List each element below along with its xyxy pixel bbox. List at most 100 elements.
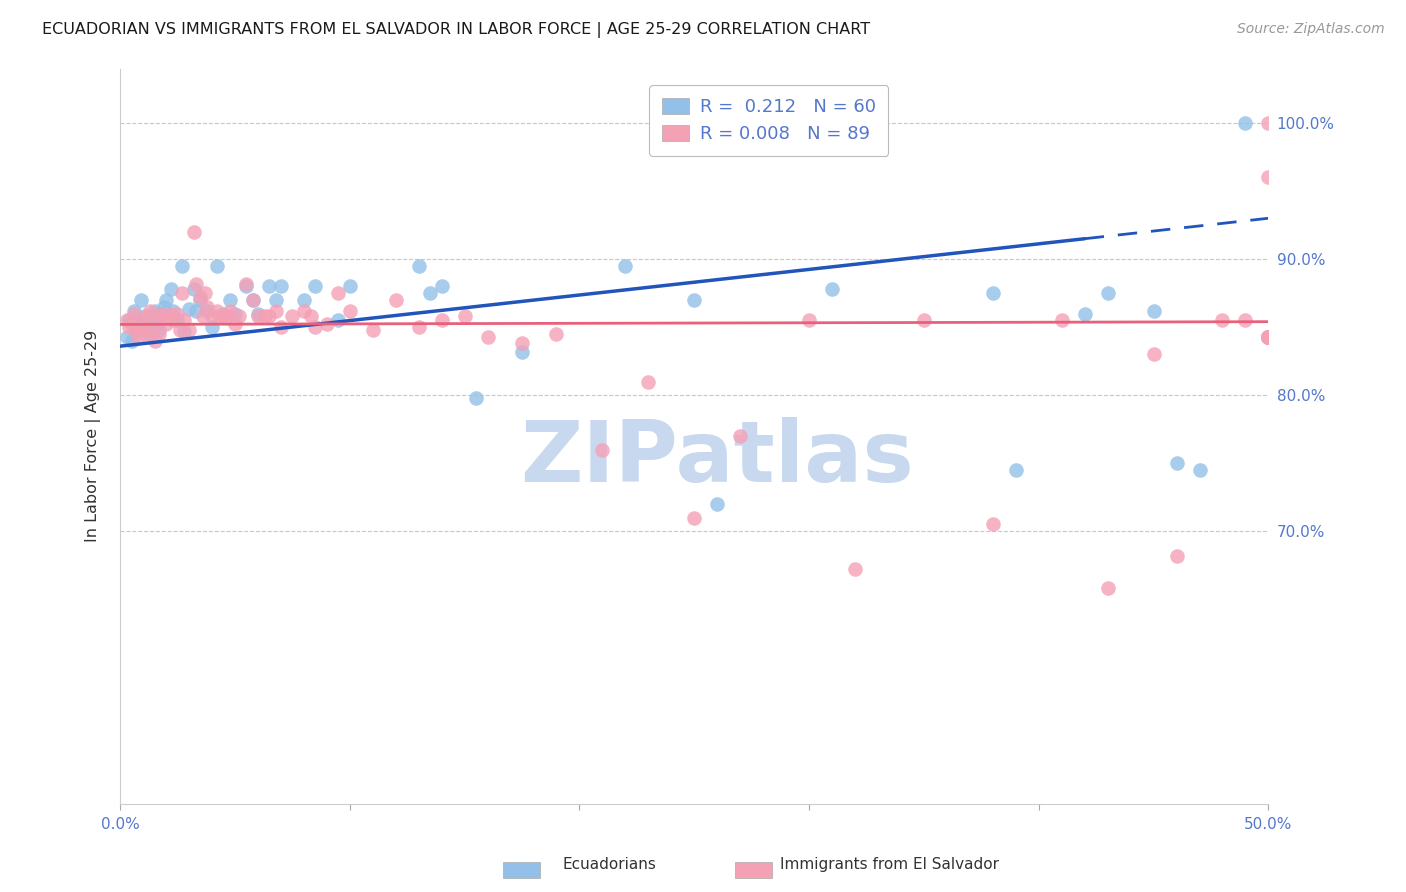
Point (1257, 329, 1279, 343)
Point (184, 277, 207, 291)
Point (1257, 329, 1279, 343)
Point (127, 323, 149, 337)
Point (1257, 329, 1279, 343)
Point (546, 326, 568, 341)
Point (148, 323, 170, 337)
Point (129, 313, 152, 327)
Point (150, 306, 173, 320)
Point (212, 310, 235, 324)
Point (912, 313, 935, 327)
Point (121, 318, 143, 332)
Point (152, 300, 174, 314)
Point (292, 303, 315, 318)
Point (242, 293, 264, 307)
Point (1097, 582, 1119, 596)
Point (304, 279, 326, 293)
Point (166, 313, 188, 327)
Point (132, 320, 155, 334)
Point (127, 329, 149, 343)
Point (169, 323, 191, 337)
Point (1050, 313, 1073, 327)
Point (315, 318, 337, 332)
Point (1166, 549, 1188, 563)
Point (195, 303, 218, 318)
Point (219, 303, 242, 318)
Point (134, 310, 156, 324)
Point (121, 334, 143, 348)
Point (246, 306, 269, 320)
Point (115, 329, 138, 343)
Point (384, 293, 406, 307)
Point (136, 310, 159, 324)
Point (1257, 329, 1279, 343)
Point (1257, 329, 1279, 343)
Point (194, 286, 217, 301)
Point (1188, 463, 1211, 477)
Point (183, 225, 205, 239)
Point (208, 310, 231, 324)
Point (253, 310, 276, 324)
Point (122, 306, 145, 320)
Point (177, 302, 200, 317)
Point (844, 562, 866, 576)
Point (155, 318, 177, 332)
Point (132, 318, 155, 332)
Point (122, 303, 145, 318)
Point (159, 306, 181, 320)
Point (219, 293, 242, 307)
Point (136, 313, 159, 327)
Point (212, 306, 235, 320)
Point (1257, 329, 1279, 343)
Point (155, 293, 177, 307)
Point (201, 310, 224, 324)
Point (166, 306, 188, 320)
Point (361, 323, 384, 337)
Point (205, 259, 228, 273)
Point (430, 279, 453, 293)
Point (141, 323, 163, 337)
Point (184, 303, 207, 318)
Point (1004, 463, 1026, 477)
Point (1234, 313, 1257, 327)
Point (125, 323, 148, 337)
Point (173, 324, 195, 338)
Point (183, 282, 205, 296)
Point (728, 429, 751, 443)
Point (195, 300, 218, 314)
Point (299, 310, 322, 324)
Point (162, 303, 184, 318)
Point (328, 286, 350, 301)
Point (118, 320, 141, 334)
Point (259, 279, 281, 293)
Point (150, 306, 173, 320)
Point (281, 310, 304, 324)
Point (139, 303, 162, 318)
Point (1257, 329, 1279, 343)
Point (125, 316, 148, 330)
Point (1166, 456, 1188, 470)
Point (270, 320, 292, 334)
Point (235, 279, 257, 293)
Point (1097, 286, 1119, 301)
Point (510, 336, 533, 351)
Point (304, 320, 326, 334)
Point (1257, 170, 1279, 185)
Point (224, 306, 246, 320)
Point (205, 303, 228, 318)
Point (190, 293, 212, 307)
Point (1257, 329, 1279, 343)
Point (146, 318, 169, 332)
Point (148, 326, 170, 341)
Point (139, 326, 162, 341)
Point (1257, 329, 1279, 343)
Point (465, 391, 488, 405)
Text: Ecuadorians: Ecuadorians (562, 857, 657, 872)
Point (177, 323, 200, 337)
Point (408, 320, 430, 334)
Point (477, 329, 499, 343)
Text: Source: ZipAtlas.com: Source: ZipAtlas.com (1237, 22, 1385, 37)
Point (224, 318, 246, 332)
Point (339, 303, 361, 318)
Point (1211, 313, 1233, 327)
Point (430, 313, 453, 327)
